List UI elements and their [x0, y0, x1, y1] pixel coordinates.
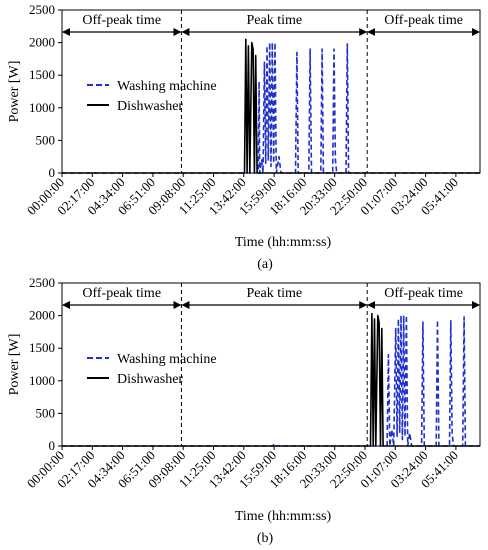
legend-entry: Dishwasher [117, 372, 183, 387]
y-tick-label: 1000 [29, 373, 55, 388]
x-axis-label: Time (hh:mm:ss) [235, 509, 332, 524]
period-label: Off-peak time [82, 286, 161, 301]
subfigure-label: (a) [257, 257, 273, 272]
period-label: Off-peak time [384, 13, 463, 28]
y-tick-label: 2000 [29, 35, 55, 50]
y-axis-label: Power [W] [7, 61, 22, 123]
chart-panel-0: 0500100015002000250000:00:0002:17:0004:3… [7, 2, 481, 272]
chart-panel-1: 0500100015002000250000:00:0002:17:0004:3… [7, 275, 481, 546]
legend-entry: Washing machine [117, 79, 217, 94]
y-tick-label: 2500 [29, 275, 55, 290]
y-tick-label: 0 [49, 438, 56, 453]
series-line-washing-machine [62, 314, 480, 447]
y-tick-label: 1500 [29, 340, 55, 355]
y-axis-label: Power [W] [7, 334, 22, 396]
x-axis-label: Time (hh:mm:ss) [235, 235, 332, 250]
period-label: Off-peak time [82, 13, 161, 28]
legend-entry: Dishwasher [117, 99, 183, 114]
y-tick-label: 2500 [29, 2, 55, 17]
y-tick-label: 0 [49, 165, 56, 180]
series-line-dishwasher [62, 38, 480, 174]
period-label: Off-peak time [384, 286, 463, 301]
y-tick-label: 1000 [29, 100, 55, 115]
series-line-dishwasher [62, 312, 480, 447]
y-tick-label: 500 [36, 132, 56, 147]
subfigure-label: (b) [257, 531, 274, 546]
y-tick-label: 1500 [29, 67, 55, 82]
y-tick-label: 500 [36, 405, 56, 420]
y-tick-label: 2000 [29, 308, 55, 323]
legend-entry: Washing machine [117, 352, 217, 367]
period-label: Peak time [247, 13, 303, 28]
period-label: Peak time [247, 286, 303, 301]
